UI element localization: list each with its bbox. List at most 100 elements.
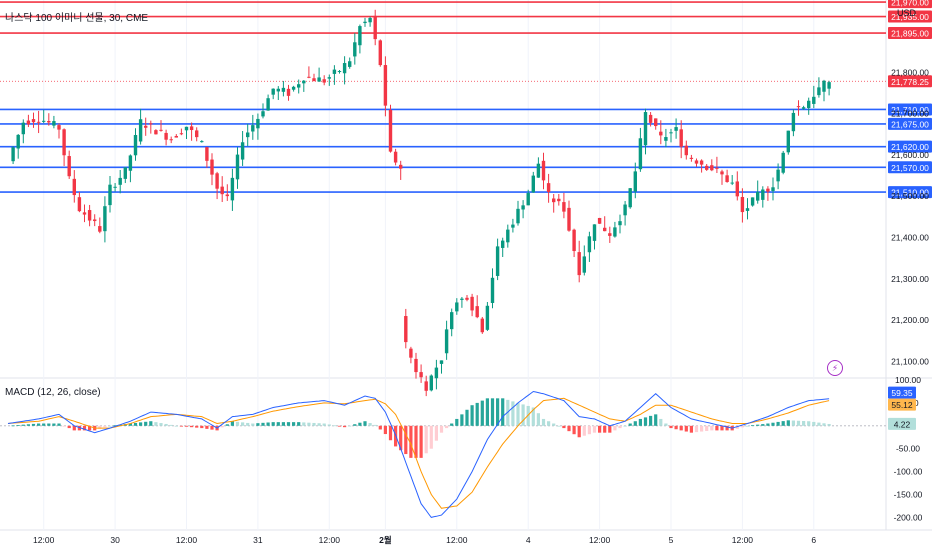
support-level-badge bbox=[888, 161, 932, 174]
macd-histogram-bar bbox=[118, 424, 122, 426]
macd-histogram-bar bbox=[108, 425, 112, 427]
candle bbox=[623, 201, 627, 226]
macd-tick-label: -100.00 bbox=[894, 467, 923, 477]
candle bbox=[455, 298, 459, 315]
candle-body bbox=[251, 125, 255, 132]
macd-histogram-bar bbox=[317, 423, 321, 426]
candle-body bbox=[11, 147, 15, 162]
macd-histogram-bar bbox=[164, 423, 168, 426]
macd-histogram-bar bbox=[312, 422, 316, 426]
price-axis[interactable]: 21,970.00 21,935.00 21,895.00 21,710.00 21,6… bbox=[888, 0, 932, 522]
macd-histogram-bar bbox=[654, 414, 658, 426]
macd-histogram-bar bbox=[21, 424, 25, 426]
macd-histogram-bar bbox=[220, 425, 224, 428]
candle bbox=[57, 123, 61, 139]
macd-histogram-bar bbox=[62, 425, 66, 427]
candle-body bbox=[643, 112, 648, 146]
candle bbox=[475, 295, 479, 319]
macd-histogram-bar bbox=[139, 422, 143, 426]
price-tick-label: 21,500.00 bbox=[891, 191, 929, 201]
candle bbox=[312, 73, 316, 82]
candle-body bbox=[21, 122, 25, 135]
chart-title: 나스닥 100 이미니 선물, 30, CME bbox=[5, 13, 149, 24]
candle bbox=[348, 57, 352, 69]
candle-body bbox=[383, 65, 388, 106]
candle bbox=[251, 114, 255, 140]
macd-histogram-bar bbox=[327, 424, 331, 426]
candle-body bbox=[715, 167, 719, 169]
candle-body bbox=[562, 202, 566, 212]
macd-histogram-bar bbox=[608, 425, 612, 433]
candle-body bbox=[307, 76, 311, 78]
candle-body bbox=[419, 372, 423, 378]
candle-body bbox=[337, 71, 342, 73]
candle-body bbox=[67, 156, 71, 177]
macd-tick-label: -50.00 bbox=[896, 444, 920, 454]
candle bbox=[796, 100, 801, 116]
macd-histogram-bar bbox=[266, 422, 270, 426]
candle bbox=[460, 296, 464, 308]
macd-histogram-bar bbox=[409, 425, 413, 458]
candle-body bbox=[659, 131, 663, 136]
candle bbox=[307, 66, 311, 79]
candle-body bbox=[541, 160, 546, 181]
candle bbox=[807, 97, 811, 115]
candle-body bbox=[205, 147, 209, 161]
candle-body bbox=[98, 226, 102, 232]
macd-histogram-bar bbox=[694, 425, 699, 433]
candle-body bbox=[159, 129, 163, 131]
candle-body bbox=[756, 191, 760, 201]
macd-histogram-bar bbox=[649, 415, 653, 426]
macd-histogram-bar bbox=[664, 423, 668, 426]
candle-body bbox=[424, 381, 428, 391]
candle bbox=[26, 114, 31, 128]
candle-body bbox=[674, 127, 678, 131]
grid-layer bbox=[0, 0, 932, 531]
candle-body bbox=[240, 142, 245, 160]
candle bbox=[679, 120, 683, 159]
macd-histogram-bar bbox=[373, 424, 377, 426]
macd-histogram-bar bbox=[42, 423, 46, 426]
macd-histogram-bar bbox=[353, 424, 357, 426]
candle bbox=[546, 173, 551, 203]
candle-body bbox=[689, 157, 694, 159]
candle bbox=[501, 237, 505, 257]
macd-histogram-bar bbox=[506, 399, 510, 426]
macd-histogram-bar bbox=[434, 425, 438, 441]
macd-histogram-bar bbox=[541, 418, 546, 426]
macd-histogram-bar bbox=[674, 425, 678, 430]
candle-body bbox=[189, 126, 194, 131]
time-axis[interactable]: 12:00 30 12:00 31 12:00 2월 12:00 4 12:00 5 12:00 6 bbox=[33, 535, 816, 545]
candle bbox=[577, 240, 581, 283]
candle bbox=[618, 214, 622, 234]
candle-body bbox=[618, 221, 622, 226]
macd-histogram-bar bbox=[490, 398, 495, 426]
macd-indicator-title[interactable]: MACD (12, 26, close) bbox=[5, 387, 101, 398]
macd-histogram-bar bbox=[679, 425, 683, 431]
macd-histogram-bar bbox=[465, 409, 469, 426]
macd-histogram-bar bbox=[715, 425, 719, 431]
candle-body bbox=[511, 224, 515, 228]
lightning-icon[interactable]: ⚡ bbox=[827, 360, 843, 376]
candle bbox=[322, 75, 326, 86]
macd-histogram-bar bbox=[659, 418, 663, 426]
candle-body bbox=[225, 194, 229, 197]
candle-body bbox=[93, 219, 97, 222]
macd-histogram-bar bbox=[16, 425, 20, 426]
candle-body bbox=[623, 204, 627, 216]
candle-body bbox=[608, 233, 612, 236]
price-tick-label: 21,200.00 bbox=[891, 315, 929, 325]
candle bbox=[205, 146, 209, 168]
candle bbox=[235, 147, 240, 189]
candle-body bbox=[638, 138, 643, 170]
macd-histogram-bar bbox=[745, 425, 750, 427]
support-level-label: 21,710.00 bbox=[891, 105, 929, 115]
candle bbox=[353, 33, 357, 65]
candle bbox=[240, 131, 245, 166]
candle bbox=[582, 245, 586, 276]
candle bbox=[271, 88, 275, 100]
candle-body bbox=[475, 306, 479, 318]
price-tick-label: 21,400.00 bbox=[891, 233, 929, 243]
macd-histogram-bar bbox=[271, 422, 275, 426]
